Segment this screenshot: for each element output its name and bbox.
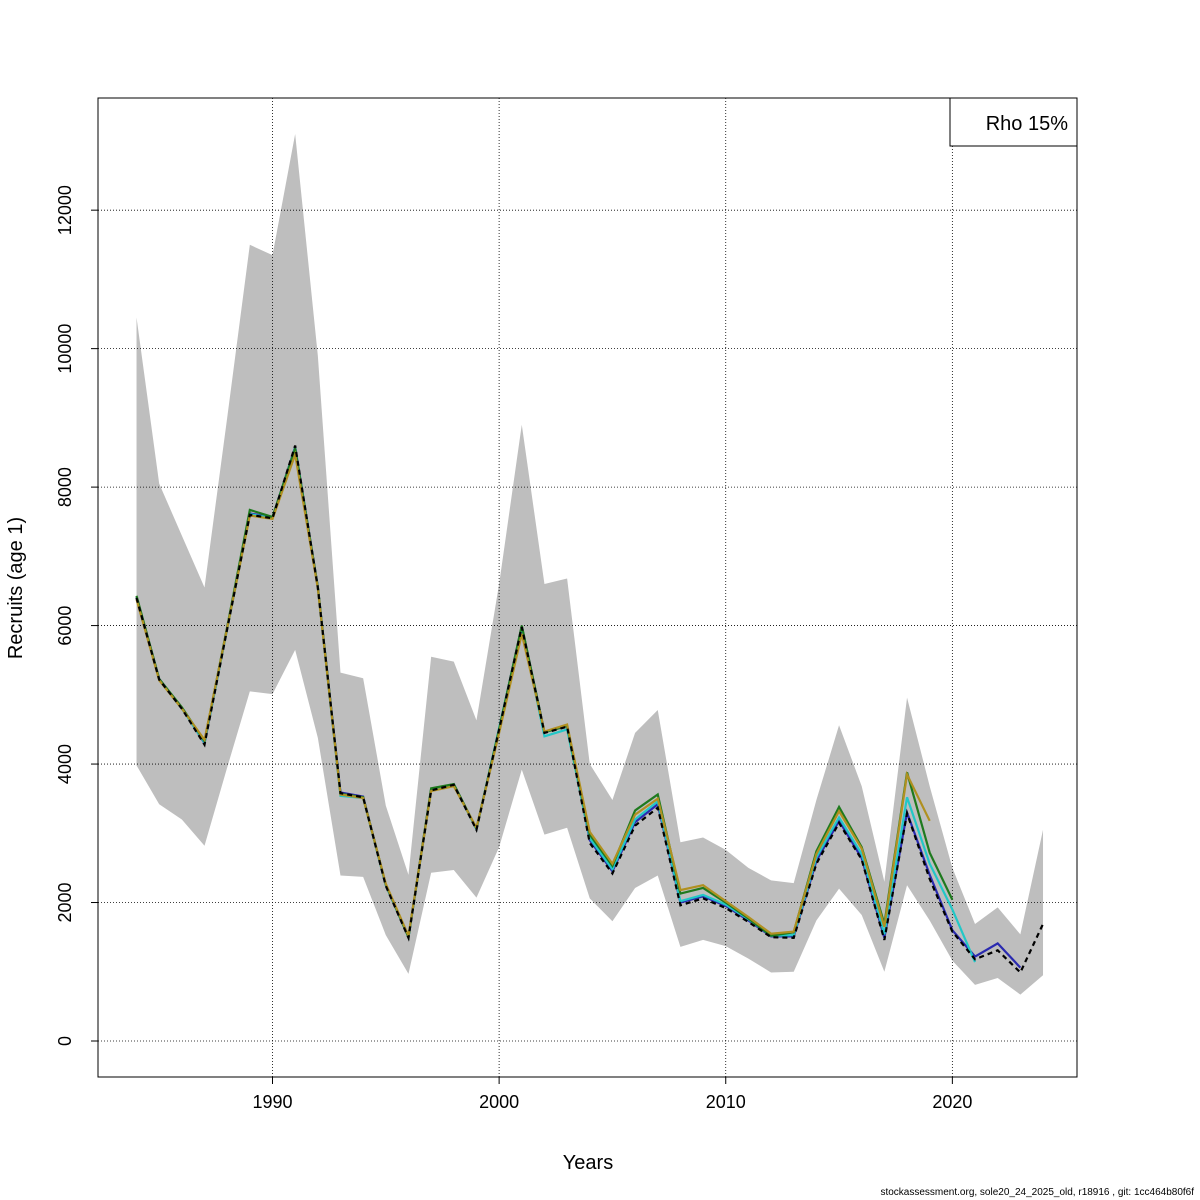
grid-layer: [98, 98, 1077, 1077]
footer-caption: stockassessment.org, sole20_24_2025_old,…: [880, 1187, 1194, 1198]
x-tick-label: 2000: [479, 1092, 519, 1112]
y-tick-label: 0: [55, 1036, 75, 1046]
y-tick-label: 4000: [55, 744, 75, 784]
plot-frame: [97, 97, 1078, 1078]
series-line-0: [135, 445, 1045, 975]
x-tick-label: 2020: [932, 1092, 972, 1112]
legend-entry: Rho 15%: [986, 113, 1068, 135]
y-tick-label: 6000: [55, 606, 75, 646]
x-tick-label: 2010: [706, 1092, 746, 1112]
axis-layer: 1990 2000 2010 2020 0 2000 4000 6000 8000 10000 12…: [55, 185, 972, 1112]
x-tick-label: 1990: [252, 1092, 292, 1112]
y-tick-label: 8000: [55, 467, 75, 507]
confidence-band: [136, 134, 1044, 995]
y-tick-label: 10000: [55, 324, 75, 374]
y-tick-label: 2000: [55, 883, 75, 923]
legend-box: [949, 97, 1078, 147]
confidence-band-layer: [136, 134, 1044, 995]
x-axis-title: Years: [563, 1152, 613, 1174]
legend: Rho 15%: [949, 97, 1078, 147]
y-tick-label: 12000: [55, 185, 75, 235]
y-axis-title: Recruits (age 1): [5, 517, 27, 659]
series-layer: [135, 445, 1045, 975]
